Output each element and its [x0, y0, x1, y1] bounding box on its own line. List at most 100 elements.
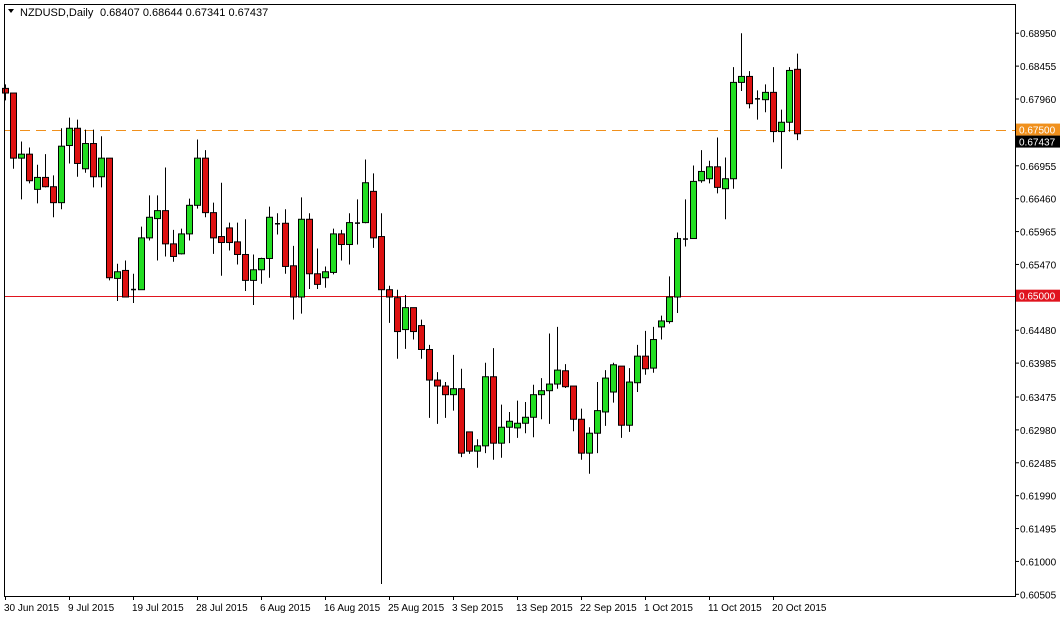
candle[interactable] [362, 159, 369, 224]
candle[interactable] [194, 139, 201, 209]
candle[interactable] [674, 232, 681, 313]
candle[interactable] [66, 117, 73, 164]
candle[interactable] [770, 67, 777, 143]
candle[interactable] [394, 289, 401, 359]
candle[interactable] [610, 362, 617, 403]
candle[interactable] [626, 368, 633, 432]
dropdown-triangle-icon[interactable] [8, 9, 14, 13]
candle[interactable] [594, 382, 601, 454]
candle[interactable] [586, 427, 593, 474]
candle[interactable] [275, 213, 280, 235]
candle[interactable] [402, 295, 409, 349]
candle[interactable] [450, 354, 457, 411]
candle[interactable] [178, 228, 185, 255]
candle[interactable] [330, 228, 337, 275]
candle[interactable] [458, 368, 465, 458]
candle[interactable] [522, 401, 529, 434]
candle[interactable] [146, 195, 153, 241]
candle[interactable] [290, 245, 297, 320]
candle[interactable] [170, 229, 177, 262]
candle[interactable] [131, 273, 136, 303]
candle[interactable] [106, 157, 113, 281]
candle[interactable] [202, 150, 209, 218]
candle[interactable] [50, 175, 57, 218]
candle[interactable] [426, 344, 433, 418]
candle[interactable] [642, 330, 649, 375]
candle[interactable] [226, 222, 233, 251]
candle[interactable] [18, 141, 25, 200]
candle[interactable] [162, 167, 169, 257]
candle[interactable] [546, 333, 553, 424]
price-axis[interactable]: 0.68950 0.68455 0.67960 0.66955 0.66460 0.659… [1015, 29, 1057, 601]
candle[interactable] [570, 385, 577, 432]
candle[interactable] [322, 266, 329, 288]
candle[interactable] [266, 206, 273, 278]
candle[interactable] [762, 84, 769, 113]
candle[interactable] [690, 165, 697, 240]
candle[interactable] [755, 90, 760, 120]
candle[interactable] [122, 260, 129, 298]
candle[interactable] [2, 84, 9, 101]
candle[interactable] [738, 33, 745, 92]
candle[interactable] [562, 364, 569, 389]
candle[interactable] [186, 198, 193, 241]
candle[interactable] [530, 384, 537, 438]
candle[interactable] [602, 370, 609, 426]
candle[interactable] [778, 109, 785, 169]
candle[interactable] [538, 378, 545, 420]
candle[interactable] [282, 209, 289, 274]
candle[interactable] [706, 160, 713, 184]
candle[interactable] [234, 222, 241, 265]
candle[interactable] [338, 229, 345, 261]
candle[interactable] [306, 213, 313, 290]
candle[interactable] [138, 226, 145, 291]
candle[interactable] [722, 157, 729, 220]
candle[interactable] [730, 67, 737, 189]
candle[interactable] [26, 147, 33, 184]
candle[interactable] [650, 326, 657, 373]
candle[interactable] [98, 136, 105, 188]
candle[interactable] [490, 348, 497, 460]
candle[interactable] [514, 400, 521, 438]
candle[interactable] [210, 202, 217, 254]
candle[interactable] [42, 154, 49, 188]
candle[interactable] [386, 285, 393, 323]
candle[interactable] [683, 199, 688, 247]
candle[interactable] [698, 150, 705, 183]
candle[interactable] [378, 213, 385, 585]
candle[interactable] [658, 315, 665, 340]
candle[interactable] [786, 67, 793, 132]
candle[interactable] [34, 164, 41, 204]
candle[interactable] [434, 372, 441, 424]
candle[interactable] [298, 197, 305, 314]
candle[interactable] [250, 254, 257, 305]
candle[interactable] [90, 129, 97, 188]
candle[interactable] [410, 307, 417, 340]
candle[interactable] [482, 362, 489, 454]
candle[interactable] [474, 439, 481, 468]
candle[interactable] [442, 382, 449, 418]
candle[interactable] [666, 276, 673, 324]
candle[interactable] [370, 173, 377, 248]
candle[interactable] [554, 326, 561, 389]
candle[interactable] [714, 137, 721, 194]
candle[interactable] [218, 182, 225, 276]
candle[interactable] [498, 404, 505, 458]
candle[interactable] [74, 119, 81, 177]
candle[interactable] [578, 408, 585, 460]
candle[interactable] [618, 365, 625, 438]
candle[interactable] [506, 411, 513, 444]
candle[interactable] [746, 71, 753, 109]
candle[interactable] [258, 257, 265, 284]
candle[interactable] [634, 344, 641, 393]
candle[interactable] [355, 199, 360, 245]
candle[interactable] [82, 129, 89, 173]
time-axis[interactable]: 30 Jun 2015 9 Jul 2015 19 Jul 2015 28 Jul 2… [4, 596, 827, 614]
candle[interactable] [794, 53, 801, 141]
candle[interactable] [114, 263, 121, 301]
candle[interactable] [346, 213, 353, 265]
candle[interactable] [466, 431, 473, 454]
candle[interactable] [154, 195, 161, 261]
candle[interactable] [314, 248, 321, 290]
